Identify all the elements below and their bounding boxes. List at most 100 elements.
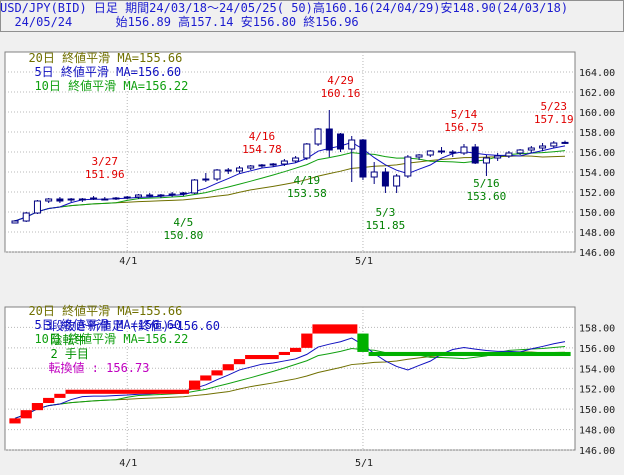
legend-top: 20日 終値平滑 MA=155.66 5日 終値平滑 MA=156.60 10日… (14, 37, 188, 93)
y-tick-label: 158.00 (579, 323, 615, 334)
candle-body (561, 141, 569, 144)
annotation-label: 5/16 (473, 177, 500, 190)
new-price-brick (245, 355, 279, 360)
candle-body (438, 150, 446, 153)
candle-body (292, 157, 300, 162)
annotation-label: 153.58 (287, 187, 327, 200)
annotation-label: 5/23 (541, 100, 568, 113)
candle-body (168, 193, 176, 196)
y-tick-label: 148.00 (579, 426, 615, 437)
kagi-label: 3段抜き新値足 (終値)=156.60 (44, 319, 220, 333)
candle-body (539, 145, 547, 149)
plot-area-bottom (4, 306, 576, 451)
new-price-brick (54, 393, 66, 398)
new-price-brick (188, 380, 201, 390)
candle-body (101, 198, 109, 201)
candle-body (393, 175, 401, 187)
candle-body (224, 169, 232, 172)
candle-body (247, 165, 255, 169)
candle-body (381, 171, 389, 187)
legend-ma10-bottom: 10日 終値平滑 MA=156.22 (34, 332, 189, 346)
kagi-state: 陰転中 (50, 333, 87, 347)
legend-ma5: 5日 終値平滑 MA=156.60 (34, 65, 182, 79)
annotation-label: 151.85 (366, 219, 406, 232)
new-price-brick (211, 370, 223, 376)
candle-body (67, 198, 75, 201)
candle-body (258, 164, 266, 167)
candle-body (11, 220, 19, 224)
y-tick-label: 148.00 (579, 228, 615, 239)
kagi-count: 2 手目 (50, 347, 89, 361)
candle-body (359, 139, 367, 178)
candle-body (482, 157, 490, 164)
info-header (0, 0, 624, 32)
new-price-brick (9, 418, 21, 424)
candle-body (146, 194, 154, 197)
candle-body (460, 146, 468, 154)
candle-body (235, 167, 243, 172)
ma10-line (14, 345, 566, 419)
annotation-label: 4/19 (294, 174, 321, 187)
new-price-brick (200, 375, 212, 381)
candle-body (449, 151, 457, 154)
candle-body (348, 139, 356, 150)
annotation-label: 154.78 (242, 143, 282, 156)
annotation-label: 4/5 (173, 216, 193, 229)
candle-body (471, 146, 479, 164)
y-tick-label: 158.00 (579, 128, 615, 139)
candle-body (494, 155, 502, 159)
candle-body (370, 171, 378, 178)
annotation-label: 4/29 (327, 74, 354, 87)
y-tick-label: 152.00 (579, 188, 615, 199)
new-price-brick (301, 333, 313, 348)
new-price-brick (233, 359, 246, 365)
annotation-label: 151.96 (85, 168, 125, 181)
candle-body (505, 152, 513, 157)
ma5-line (14, 337, 566, 419)
y-tick-label: 152.00 (579, 385, 615, 396)
x-tick-label: 5/1 (355, 256, 373, 267)
y-tick-label: 150.00 (579, 208, 615, 219)
new-price-brick (31, 403, 44, 411)
candle-body (134, 194, 142, 198)
candle-body (527, 147, 535, 151)
y-tick-label: 154.00 (579, 168, 615, 179)
candle-body (90, 197, 98, 200)
y-tick-label: 154.00 (579, 364, 615, 375)
candle-body (123, 196, 131, 199)
annotation-label: 160.16 (321, 87, 361, 100)
legend-ma20: 20日 終値平滑 MA=155.66 (28, 51, 183, 65)
kagi-turn: 転換値 : 156.73 (48, 361, 150, 375)
annotation-label: 157.19 (534, 113, 574, 126)
candle-body (179, 192, 187, 195)
annotation-label: 150.80 (163, 229, 203, 242)
y-tick-label: 162.00 (579, 88, 615, 99)
x-tick-label: 4/1 (119, 256, 137, 267)
y-tick-label: 146.00 (579, 248, 615, 259)
candle-body (33, 200, 41, 214)
legend-ma5-bottom: 5日 終値平滑 MA=156.60 (34, 318, 182, 332)
header-symbol-period: USD/JPY(BID) 日足 期間24/03/18～24/05/25( 50)… (0, 1, 569, 15)
candle-body (314, 128, 322, 145)
legend-ma10: 10日 終値平滑 MA=156.22 (34, 79, 189, 93)
candle-body (157, 194, 165, 197)
candle-body (202, 178, 210, 181)
candle-body (45, 198, 53, 202)
y-tick-label: 160.00 (579, 108, 615, 119)
y-tick-label: 156.00 (579, 148, 615, 159)
candle-body (213, 169, 221, 180)
annotation-label: 5/3 (375, 206, 395, 219)
annotation-label: 153.60 (467, 190, 507, 203)
new-price-brick (43, 397, 55, 404)
kagi-new-price-chart[interactable]: 146.00 148.00 150.00 152.00 154.00 156.00 158.… (0, 285, 624, 475)
annotation-label: 3/27 (92, 155, 119, 168)
header-last-bar: 24/05/24 始156.89 高157.14 安156.80 終156.96 (0, 15, 359, 29)
y-tick-label: 156.00 (579, 344, 615, 355)
candlestick-chart[interactable]: 146.00 148.00 150.00 152.00 154.00 156.00 158.… (0, 30, 624, 275)
annotation-label: 156.75 (444, 121, 484, 134)
candle-body (415, 154, 423, 158)
candle-body (303, 143, 311, 159)
candle-body (191, 179, 199, 194)
legend-kagi: 3段抜き新値足 (終値)=156.60 陰転中 2 手目 転換値 : 156.7… (30, 305, 220, 375)
candle-body (404, 156, 412, 177)
